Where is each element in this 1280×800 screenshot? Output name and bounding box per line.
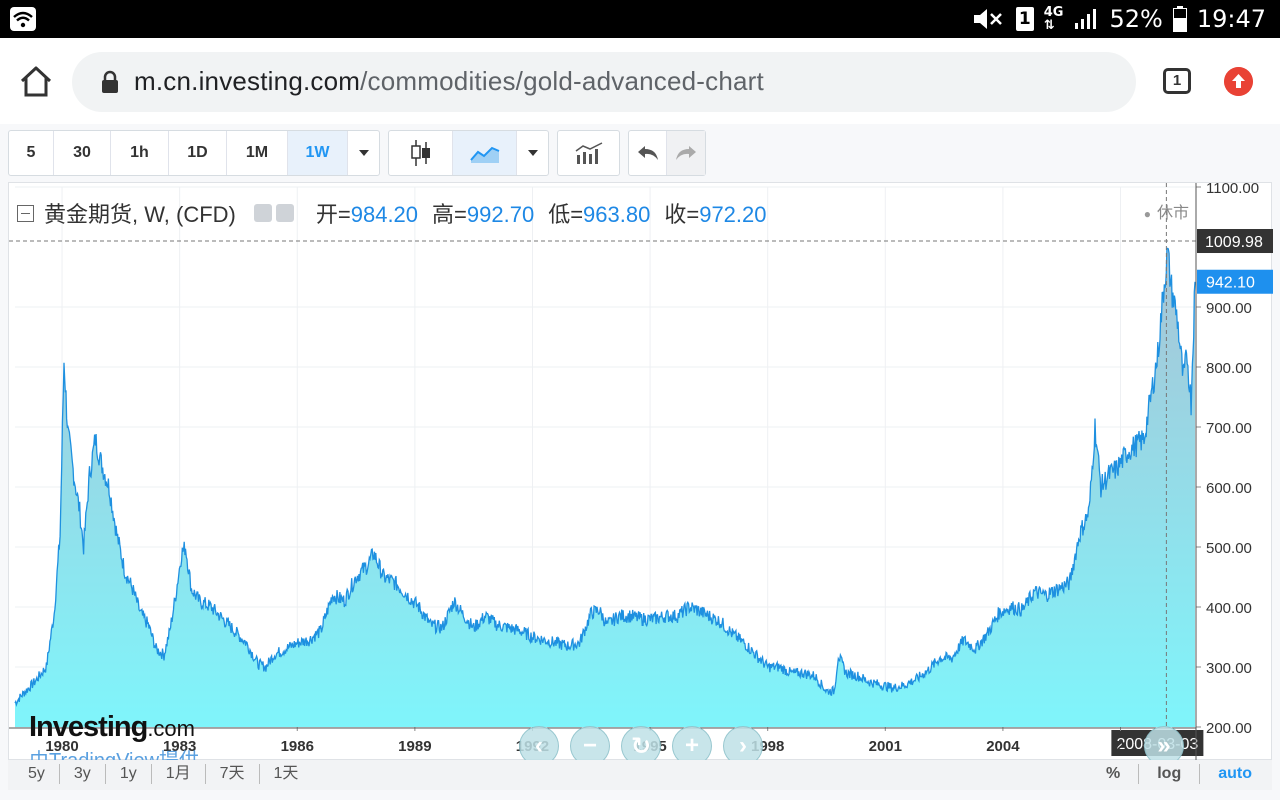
interval-1m[interactable]: 1M [227,131,288,175]
last-price-label: 942.10 [1206,275,1255,292]
interval-1w[interactable]: 1W [288,131,348,175]
signal-icon [1075,9,1097,29]
settings-icon[interactable] [275,204,294,222]
redo-icon [676,146,696,160]
y-tick-label: 400.00 [1206,600,1252,617]
crosshair-price-badge [1197,229,1273,254]
y-tick-label: 800.00 [1206,360,1252,377]
range-5y[interactable]: 5y [20,764,60,784]
y-tick-label: 900.00 [1206,300,1252,317]
chart-toolbar: 5 30 1h 1D 1M 1W [8,130,706,176]
ohlc-open: 开=984.20 [315,202,419,227]
indicators-button[interactable] [558,131,619,175]
range-selector: 5y 3y 1y 1月 7天 1天 [20,764,312,784]
range-1d[interactable]: 1天 [273,765,299,782]
y-tick-label: 200.00 [1206,720,1252,737]
scroll-to-latest-button[interactable]: » [1144,726,1184,766]
update-icon[interactable] [1224,67,1253,96]
wifi-icon [10,7,36,31]
log-scale-toggle[interactable]: log [1139,764,1201,784]
history-group [628,130,706,176]
crosshair-price-label: 1009.98 [1205,234,1263,251]
ohlc-low: 低=963.80 [548,202,651,227]
status-bar: 1 4G ⇅ 52% 19:47 [0,0,1280,38]
x-tick-label: 2001 [869,738,902,755]
x-tick-label: 2 [1116,738,1124,755]
sim-indicator: 1 [1015,7,1034,31]
indicators-group [557,130,620,176]
collapse-legend-icon[interactable] [17,204,34,222]
range-3y[interactable]: 3y [60,764,106,784]
y-tick-label: 600.00 [1206,480,1252,497]
tab-switcher-button[interactable]: 1 [1163,68,1191,94]
chart-grid [15,186,1195,728]
auto-scale-toggle[interactable]: auto [1218,765,1252,782]
area-chart-icon [469,146,499,163]
battery-icon [1172,6,1187,32]
y-tick-label: 1100.00 [1206,183,1259,197]
candlestick-icon [410,140,430,166]
ohlc-close: 收=972.20 [664,202,767,227]
y-tick-label: 700.00 [1206,420,1252,437]
caret-down-icon [527,150,538,156]
price-area [15,248,1195,727]
battery-percent: 52% [1109,5,1163,33]
range-7d[interactable]: 7天 [206,764,260,784]
zoom-out-button[interactable]: − [570,726,610,766]
network-type: 4G ⇅ [1043,5,1064,33]
interval-1h[interactable]: 1h [111,131,169,175]
redo-button[interactable] [667,131,705,175]
y-tick-label: 300.00 [1206,660,1252,677]
price-line [14,247,1196,707]
scroll-left-button[interactable]: ‹ [519,726,559,766]
x-tick-label: 2004 [986,738,1020,755]
interval-30[interactable]: 30 [54,131,111,175]
y-tick-label: 500.00 [1206,540,1252,557]
symbol-title: 黄金期货, W, (CFD) [44,202,236,227]
scale-options: % log auto [1088,764,1252,784]
caret-down-icon [358,150,369,156]
market-status: 休市 [1144,199,1189,223]
range-1m[interactable]: 1月 [152,764,206,784]
indicators-icon [575,142,602,164]
range-1y[interactable]: 1y [106,764,152,784]
url-text[interactable]: m.cn.investing.com/commodities/gold-adva… [134,66,764,96]
candles-button[interactable] [389,131,453,175]
undo-button[interactable] [629,131,667,175]
browser-toolbar: m.cn.investing.com/commodities/gold-adva… [0,38,1280,124]
chart-type-dropdown[interactable] [517,131,548,175]
reset-button[interactable]: ↻ [621,726,661,766]
clock: 19:47 [1196,5,1266,33]
interval-1d[interactable]: 1D [169,131,227,175]
ohlc-high: 高=992.70 [432,202,535,227]
chart-page: 5 30 1h 1D 1M 1W [0,124,1280,800]
address-bar[interactable]: m.cn.investing.com/commodities/gold-adva… [72,52,1136,112]
x-tick-label: 1983 [163,738,196,755]
chart-navigation: ‹ − ↻ + › [519,726,763,766]
range-bar: 5y 3y 1y 1月 7天 1天 % log auto [8,760,1272,790]
lock-icon [102,70,118,93]
chart-type-group [388,130,549,176]
zoom-in-button[interactable]: + [672,726,712,766]
home-icon[interactable] [18,64,54,98]
area-chart-button[interactable] [453,131,517,175]
x-tick-label: 1986 [281,738,314,755]
interval-dropdown[interactable] [348,131,379,175]
chart-legend: 黄金期货, W, (CFD) 开=984.20 高=992.70 低=963.8… [17,197,767,229]
eye-icon[interactable] [253,204,272,222]
percent-scale-toggle[interactable]: % [1088,764,1140,784]
interval-group: 5 30 1h 1D 1M 1W [8,130,380,176]
last-price-badge [1197,269,1273,294]
x-tick-label: 1980 [45,738,78,755]
x-tick-label: 1989 [398,738,431,755]
mute-icon [973,9,1002,29]
price-axis[interactable]: 1100.00 900.00 800.00 700.00 600.00 500.00 400… [1195,183,1259,761]
interval-5[interactable]: 5 [9,131,54,175]
undo-icon [637,146,658,160]
